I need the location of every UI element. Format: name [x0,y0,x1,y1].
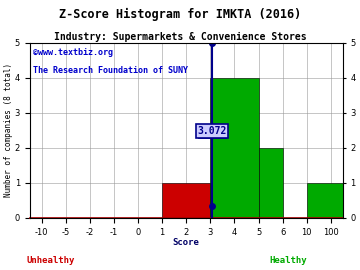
Bar [210,78,258,218]
Bar [307,183,355,218]
Text: Industry: Supermarkets & Convenience Stores: Industry: Supermarkets & Convenience Sto… [54,32,306,42]
Bar [162,183,210,218]
Text: ©www.textbiz.org: ©www.textbiz.org [33,48,113,57]
Text: 3.072: 3.072 [197,126,227,136]
Text: Healthy: Healthy [269,256,307,265]
Y-axis label: Number of companies (8 total): Number of companies (8 total) [4,63,13,197]
Text: Unhealthy: Unhealthy [26,256,75,265]
Text: The Research Foundation of SUNY: The Research Foundation of SUNY [33,66,188,75]
Bar [258,148,283,218]
Text: Z-Score Histogram for IMKTA (2016): Z-Score Histogram for IMKTA (2016) [59,8,301,21]
X-axis label: Score: Score [173,238,200,247]
